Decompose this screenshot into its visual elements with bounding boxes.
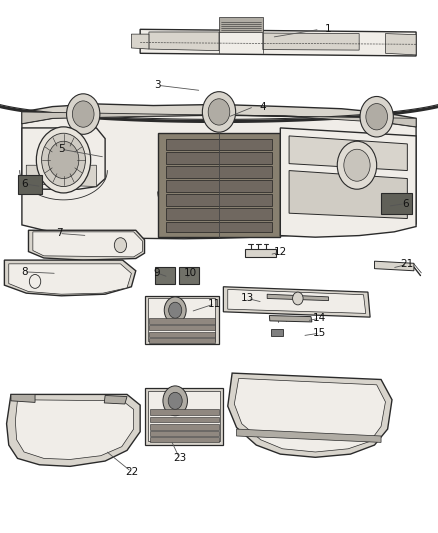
Text: 3: 3 bbox=[154, 80, 161, 90]
Polygon shape bbox=[166, 139, 272, 150]
Polygon shape bbox=[148, 298, 215, 341]
Polygon shape bbox=[158, 133, 280, 237]
Circle shape bbox=[202, 92, 236, 132]
Polygon shape bbox=[155, 266, 175, 284]
Circle shape bbox=[293, 292, 303, 305]
Circle shape bbox=[163, 386, 187, 416]
Polygon shape bbox=[145, 296, 219, 344]
Polygon shape bbox=[22, 128, 105, 189]
Circle shape bbox=[169, 302, 182, 318]
Polygon shape bbox=[22, 112, 416, 127]
Circle shape bbox=[67, 94, 100, 134]
Polygon shape bbox=[166, 152, 272, 164]
Text: 5: 5 bbox=[58, 144, 65, 154]
Polygon shape bbox=[149, 338, 215, 343]
Polygon shape bbox=[11, 394, 35, 402]
Polygon shape bbox=[280, 128, 416, 237]
Polygon shape bbox=[104, 395, 127, 404]
Polygon shape bbox=[22, 104, 416, 127]
Circle shape bbox=[164, 297, 186, 324]
Polygon shape bbox=[4, 260, 136, 296]
Circle shape bbox=[344, 149, 370, 181]
Text: 22: 22 bbox=[125, 467, 138, 477]
Polygon shape bbox=[289, 136, 407, 171]
Circle shape bbox=[48, 141, 79, 179]
Polygon shape bbox=[228, 289, 366, 313]
Polygon shape bbox=[150, 417, 219, 422]
Polygon shape bbox=[28, 230, 145, 260]
Circle shape bbox=[208, 99, 230, 125]
Polygon shape bbox=[269, 316, 312, 322]
Polygon shape bbox=[33, 232, 142, 257]
Polygon shape bbox=[7, 394, 140, 466]
Polygon shape bbox=[150, 409, 219, 415]
Polygon shape bbox=[381, 193, 412, 214]
Polygon shape bbox=[145, 388, 223, 445]
Polygon shape bbox=[166, 166, 272, 178]
Polygon shape bbox=[148, 391, 220, 441]
Polygon shape bbox=[166, 208, 272, 220]
Polygon shape bbox=[385, 34, 416, 55]
Polygon shape bbox=[18, 175, 42, 194]
Text: 21: 21 bbox=[401, 260, 414, 269]
Circle shape bbox=[114, 238, 127, 253]
Polygon shape bbox=[271, 329, 283, 336]
Text: 10: 10 bbox=[184, 268, 197, 278]
Text: 9: 9 bbox=[153, 268, 160, 278]
Polygon shape bbox=[150, 437, 219, 442]
Polygon shape bbox=[223, 287, 370, 317]
Text: 7: 7 bbox=[56, 229, 63, 238]
Polygon shape bbox=[267, 294, 328, 301]
Text: 11: 11 bbox=[208, 299, 221, 309]
Polygon shape bbox=[149, 32, 219, 51]
Polygon shape bbox=[166, 222, 272, 232]
Text: 8: 8 bbox=[21, 267, 28, 277]
Polygon shape bbox=[150, 431, 219, 436]
Text: 6: 6 bbox=[402, 199, 409, 208]
Polygon shape bbox=[149, 325, 215, 330]
Polygon shape bbox=[179, 266, 199, 284]
Polygon shape bbox=[149, 332, 215, 337]
Polygon shape bbox=[22, 115, 416, 239]
Polygon shape bbox=[166, 180, 272, 192]
Polygon shape bbox=[219, 17, 263, 32]
Polygon shape bbox=[234, 378, 385, 452]
Text: 1: 1 bbox=[325, 25, 332, 34]
Polygon shape bbox=[15, 400, 134, 459]
Text: 15: 15 bbox=[313, 328, 326, 338]
Circle shape bbox=[72, 101, 94, 127]
Text: 23: 23 bbox=[173, 454, 186, 463]
Polygon shape bbox=[131, 34, 149, 49]
Polygon shape bbox=[9, 264, 131, 294]
Circle shape bbox=[337, 141, 377, 189]
Polygon shape bbox=[140, 29, 416, 56]
Polygon shape bbox=[26, 165, 96, 187]
Polygon shape bbox=[289, 171, 407, 219]
Polygon shape bbox=[228, 373, 392, 457]
Text: 6: 6 bbox=[21, 179, 28, 189]
Polygon shape bbox=[166, 194, 272, 206]
Polygon shape bbox=[149, 318, 215, 324]
Text: 4: 4 bbox=[259, 102, 266, 111]
Polygon shape bbox=[374, 261, 414, 271]
Circle shape bbox=[42, 133, 85, 187]
Polygon shape bbox=[237, 429, 381, 442]
Circle shape bbox=[168, 392, 182, 409]
Polygon shape bbox=[263, 33, 359, 50]
Text: 12: 12 bbox=[274, 247, 287, 257]
Polygon shape bbox=[150, 424, 219, 430]
Text: 14: 14 bbox=[313, 313, 326, 323]
Polygon shape bbox=[245, 249, 276, 257]
Circle shape bbox=[366, 103, 388, 130]
Text: 13: 13 bbox=[241, 294, 254, 303]
Circle shape bbox=[360, 96, 393, 137]
Circle shape bbox=[36, 127, 91, 193]
